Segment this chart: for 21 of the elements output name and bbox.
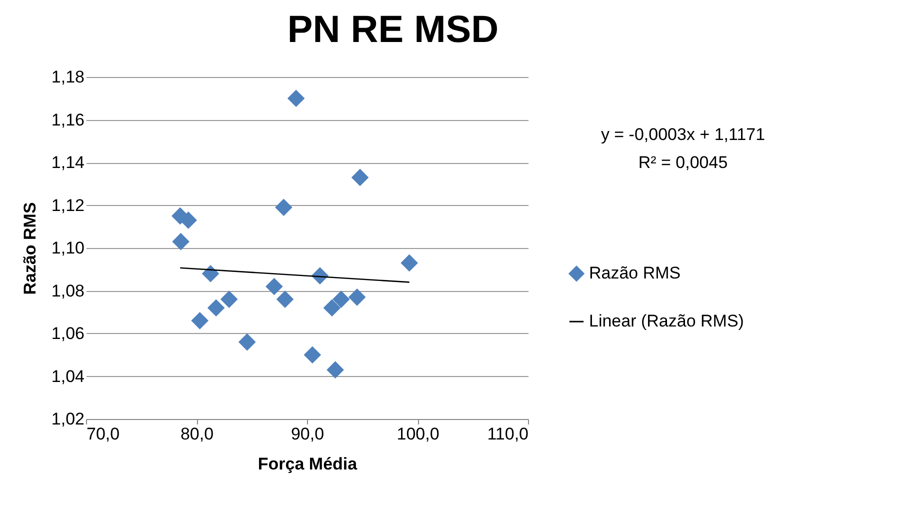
y-tick-label: 1,12 — [51, 196, 84, 215]
x-tick-label: 100,0 — [396, 424, 440, 444]
text: R² = 0,0045 — [638, 153, 728, 172]
text: y = -0,0003x + 1,1171 — [600, 125, 766, 144]
y-tick-label: 1,06 — [51, 324, 84, 343]
y-tick-label: 1,04 — [51, 366, 84, 386]
y-axis-title: Razão RMS — [20, 202, 40, 295]
y-tick-label: 1,02 — [51, 410, 84, 428]
y-tick-label: 1,14 — [51, 153, 84, 172]
chart-title: PN RE MSD — [287, 9, 499, 51]
legend-label: Linear (Razão RMS) — [589, 312, 744, 331]
y-tick-label: 1,08 — [51, 281, 84, 300]
legend-label: Razão RMS — [589, 264, 681, 283]
y-tick-label: 1,16 — [51, 110, 84, 130]
x-tick-label: 110,0 — [487, 424, 528, 444]
y-tick-label: 1,10 — [51, 238, 84, 258]
x-tick-label: 90,0 — [290, 424, 324, 444]
x-tick-label: 80,0 — [180, 424, 214, 444]
y-tick-label: 1,18 — [51, 68, 84, 86]
x-tick-label: 70,0 — [86, 424, 120, 444]
x-axis-title: Força Média — [258, 454, 358, 474]
